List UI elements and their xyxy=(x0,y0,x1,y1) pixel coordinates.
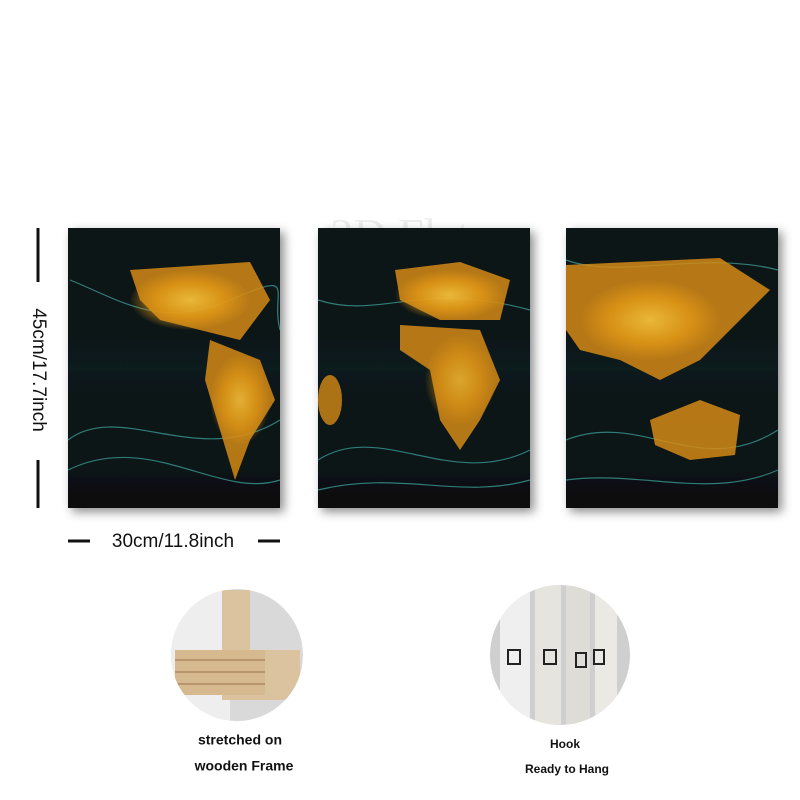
width-label: 30cm/11.8inch xyxy=(112,531,234,552)
feature-caption: stretched on xyxy=(198,732,282,748)
panel-right xyxy=(565,228,779,508)
panel-left xyxy=(67,228,281,508)
height-dimension: 45cm/17.7inch xyxy=(28,228,49,508)
width-dimension: 30cm/11.8inch xyxy=(68,531,280,552)
feature-caption: wooden Frame xyxy=(194,758,294,774)
panel-middle xyxy=(317,228,531,508)
feature-caption: Hook xyxy=(550,737,580,751)
height-label: 45cm/17.7inch xyxy=(28,308,49,432)
feature-caption: Ready to Hang xyxy=(525,762,609,776)
hook-photo xyxy=(490,585,630,725)
frame-photo xyxy=(171,589,303,721)
